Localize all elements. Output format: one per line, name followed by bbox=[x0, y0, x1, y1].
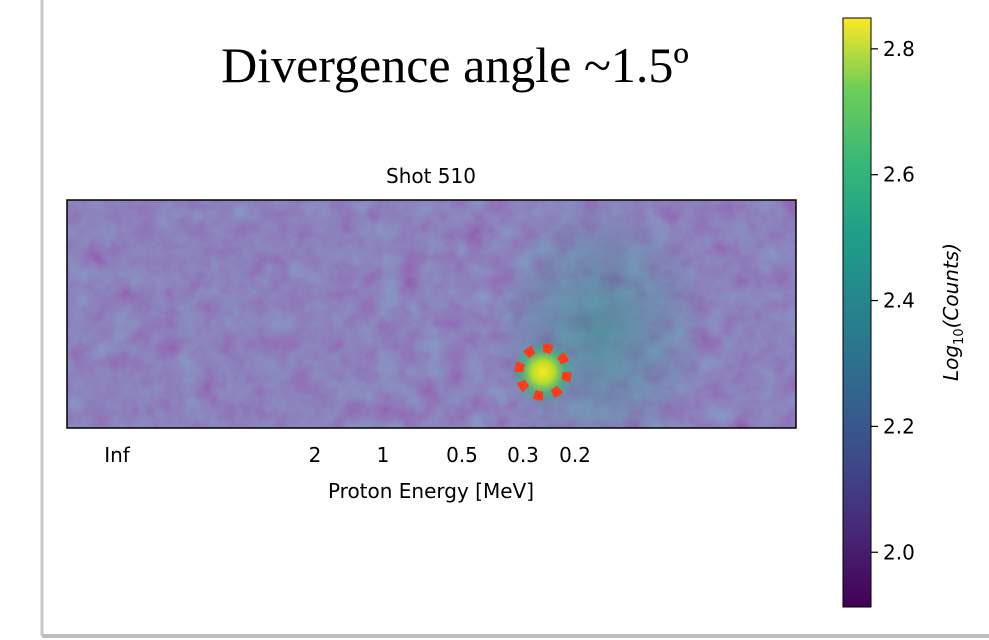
chart-subtitle: Shot 510 bbox=[386, 164, 476, 188]
x-tick-label: 2 bbox=[309, 443, 322, 467]
colorbar-tick-label: 2.6 bbox=[883, 163, 915, 187]
colorbar-label-sub: 10 bbox=[952, 328, 967, 345]
x-axis-label: Proton Energy [MeV] bbox=[328, 479, 534, 503]
colorbar-label-base: Log bbox=[939, 345, 963, 381]
colorbar bbox=[842, 17, 872, 608]
colorbar-tick-label: 2.8 bbox=[883, 37, 915, 61]
colorbar-tick-label: 2.2 bbox=[883, 414, 915, 438]
x-tick-label: Inf bbox=[104, 443, 131, 467]
x-tick-label: 0.3 bbox=[507, 443, 539, 467]
colorbar-label-rest: (Counts) bbox=[939, 243, 963, 328]
colorbar-tick-label: 2.4 bbox=[883, 289, 915, 313]
heatmap-spot bbox=[511, 340, 575, 404]
x-tick-label: 0.2 bbox=[559, 443, 591, 467]
colorbar-tick-label: 2.0 bbox=[883, 540, 915, 564]
colorbar-label: Log10(Counts) bbox=[939, 243, 967, 381]
heatmap bbox=[67, 200, 796, 428]
heatmap-glow bbox=[490, 200, 710, 428]
highlight-circle bbox=[514, 343, 572, 401]
chart-title: Divergence angle ~1.5º bbox=[221, 37, 689, 93]
x-tick-label: 0.5 bbox=[446, 443, 478, 467]
x-tick-label: 1 bbox=[377, 443, 390, 467]
axes-frame bbox=[66, 199, 797, 429]
